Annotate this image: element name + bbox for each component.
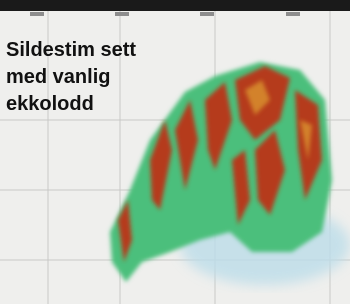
caption-line: med vanlig xyxy=(6,66,110,88)
page: Sildestim sett med vanlig ekkolodd (() =… xyxy=(0,0,350,304)
caption-line: ekkolodd xyxy=(6,93,94,115)
echosounder-image: Sildestim sett med vanlig ekkolodd xyxy=(0,0,350,304)
top-bar xyxy=(0,0,350,11)
caption-line: Sildestim sett xyxy=(6,39,136,61)
